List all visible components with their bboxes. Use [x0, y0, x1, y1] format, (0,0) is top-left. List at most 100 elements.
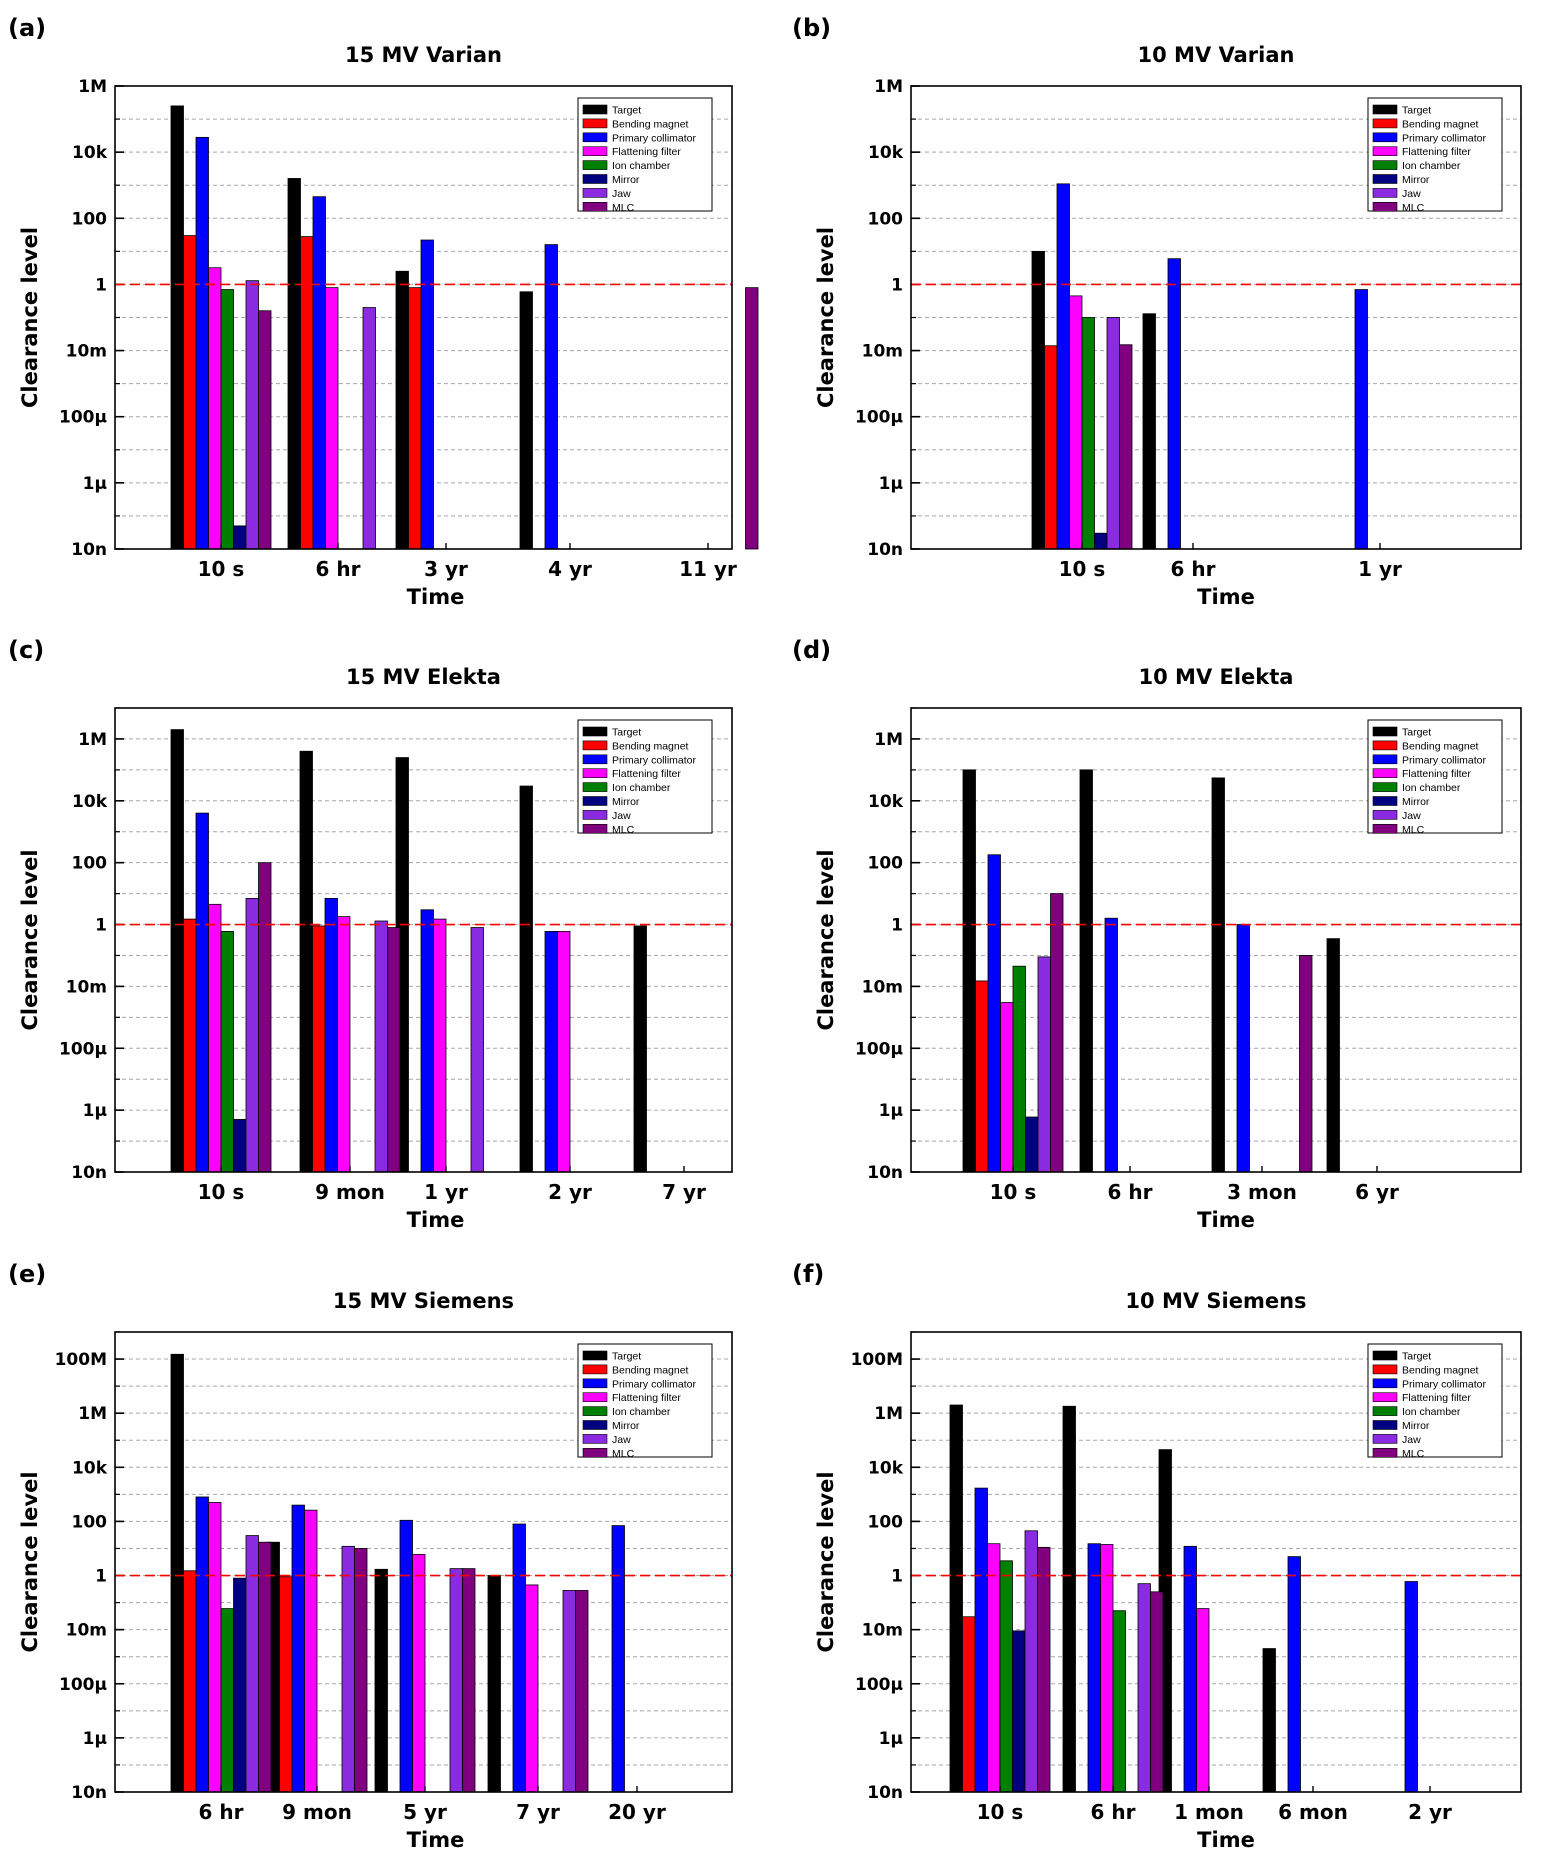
x-tick-label: 5 yr	[403, 1800, 447, 1824]
bar-primary-collimator-1-yr	[1354, 289, 1368, 550]
x-tick-label: 7 yr	[516, 1800, 560, 1824]
legend-swatch	[1372, 796, 1398, 806]
legend-swatch	[1372, 1378, 1398, 1389]
legend-swatch	[582, 823, 608, 834]
bar-primary-collimator-9-mon	[324, 897, 338, 1173]
y-tick-label: 10n	[71, 1783, 107, 1803]
x-axis-label: Time	[407, 1828, 465, 1852]
plot-frame	[910, 1331, 1522, 1793]
legend-label: Ion chamber	[612, 1406, 671, 1418]
x-tick-label: 6 hr	[1108, 1180, 1153, 1204]
legend-swatch	[582, 202, 608, 212]
legend-label: Primary collimator	[1402, 132, 1487, 144]
x-axis-label: Time	[1197, 1828, 1255, 1852]
legend-label: Primary collimator	[612, 1378, 697, 1390]
legend-swatch	[582, 1378, 608, 1389]
legend-label: Target	[1402, 727, 1431, 739]
y-tick-label: 1M	[78, 1404, 107, 1424]
bar-mlc-6-hr	[258, 1541, 272, 1793]
x-tick-label: 10 s	[198, 557, 245, 581]
legend-swatch	[1372, 188, 1398, 198]
bar-target-3-yr	[395, 270, 409, 550]
bar-jaw-7-yr	[562, 1590, 576, 1793]
legend-label: Flattening filter	[1402, 1392, 1471, 1404]
bar-primary-collimator-4-yr	[544, 244, 558, 550]
y-tick-label: 1µ	[83, 474, 107, 494]
x-tick-label: 6 hr	[1091, 1800, 1136, 1824]
y-tick-label: 1	[95, 275, 107, 295]
x-tick-label: 6 hr	[316, 557, 361, 581]
y-tick-label: 100	[72, 1512, 108, 1532]
y-tick-label: 1M	[78, 77, 107, 97]
legend-swatch	[582, 118, 608, 129]
legend-label: Bending magnet	[612, 1364, 689, 1376]
bar-ion-chamber-6-hr	[1112, 1610, 1126, 1793]
y-axis-label: Clearance level	[18, 227, 42, 408]
y-tick-label: 100	[72, 209, 108, 229]
bar-flattening-filter-9-mon	[304, 1509, 318, 1793]
legend-swatch	[1372, 1448, 1398, 1458]
legend-label: Flattening filter	[1402, 768, 1471, 780]
y-tick-label: 1M	[874, 1404, 903, 1424]
y-tick-label: 10m	[66, 1621, 107, 1641]
y-tick-label: 1	[891, 275, 903, 295]
plot-frame	[114, 707, 733, 1173]
x-tick-label: 9 mon	[315, 1180, 385, 1204]
bar-primary-collimator-1-mon	[1183, 1545, 1197, 1793]
bar-flattening-filter-6-hr	[1100, 1544, 1114, 1793]
legend-swatch	[582, 726, 608, 737]
bar-target-2-yr	[519, 785, 533, 1173]
y-tick-label: 10m	[66, 342, 107, 362]
bar-target-3-mon	[1211, 777, 1225, 1173]
x-tick-label: 2 yr	[1408, 1800, 1452, 1824]
bar-primary-collimator-6-hr	[195, 1496, 209, 1793]
legend-label: Target	[1402, 105, 1431, 117]
legend-label: Bending magnet	[612, 118, 689, 130]
bar-flattening-filter-10-s	[208, 903, 222, 1173]
x-tick-label: 6 mon	[1278, 1800, 1348, 1824]
legend-label: Primary collimator	[612, 754, 697, 766]
x-tick-label: 2 yr	[548, 1180, 592, 1204]
legend-swatch	[582, 796, 608, 806]
legend-label: MLC	[1402, 202, 1425, 214]
legend-swatch	[582, 1364, 608, 1375]
bar-jaw-1-yr	[470, 927, 484, 1173]
bar-primary-collimator-6-hr	[1087, 1543, 1101, 1793]
bar-bending-magnet-9-mon	[312, 925, 326, 1173]
y-tick-label: 10m	[862, 342, 903, 362]
chart-panel-4: (d) 10 MV Elekta 10n 1µ 100µ 10m 1 100 10k 1M 10 s…	[792, 636, 1522, 1232]
bar-target-6-hr	[1142, 313, 1156, 550]
plot-frame	[910, 707, 1522, 1173]
chart-title: 15 MV Varian	[345, 43, 502, 67]
bar-mlc-10-s	[258, 862, 272, 1173]
chart-title: 10 MV Varian	[1138, 43, 1295, 67]
legend-swatch	[1372, 104, 1398, 115]
x-tick-label: 6 hr	[1171, 557, 1216, 581]
y-tick-label: 1	[95, 1567, 107, 1587]
bar-flattening-filter-1-yr	[433, 918, 447, 1173]
bar-mirror-10-s	[1094, 532, 1108, 550]
legend-swatch	[582, 104, 608, 115]
bar-flattening-filter-10-s	[208, 267, 222, 550]
legend-label: Mirror	[612, 174, 640, 186]
bar-target-10-s	[170, 729, 184, 1173]
legend-label: MLC	[1402, 1448, 1425, 1460]
bar-flattening-filter-2-yr	[557, 930, 571, 1173]
legend-label: Primary collimator	[1402, 1378, 1487, 1390]
legend-swatch	[1372, 1350, 1398, 1361]
y-tick-label: 10k	[72, 792, 108, 812]
bar-primary-collimator-20-yr	[611, 1525, 625, 1793]
legend-swatch	[582, 1406, 608, 1416]
legend-swatch	[1372, 160, 1398, 170]
y-tick-label: 10n	[867, 540, 903, 560]
bar-flattening-filter-10-s	[1000, 1002, 1014, 1173]
y-tick-label: 10k	[72, 143, 108, 163]
legend-label: Jaw	[1402, 188, 1421, 200]
plot-frame	[910, 85, 1522, 550]
bar-bending-magnet-10-s	[962, 1616, 976, 1793]
y-axis-label: Clearance level	[18, 1471, 42, 1652]
y-tick-label: 10m	[862, 1621, 903, 1641]
legend-label: MLC	[612, 1448, 635, 1460]
bar-target-10-s	[962, 769, 976, 1173]
